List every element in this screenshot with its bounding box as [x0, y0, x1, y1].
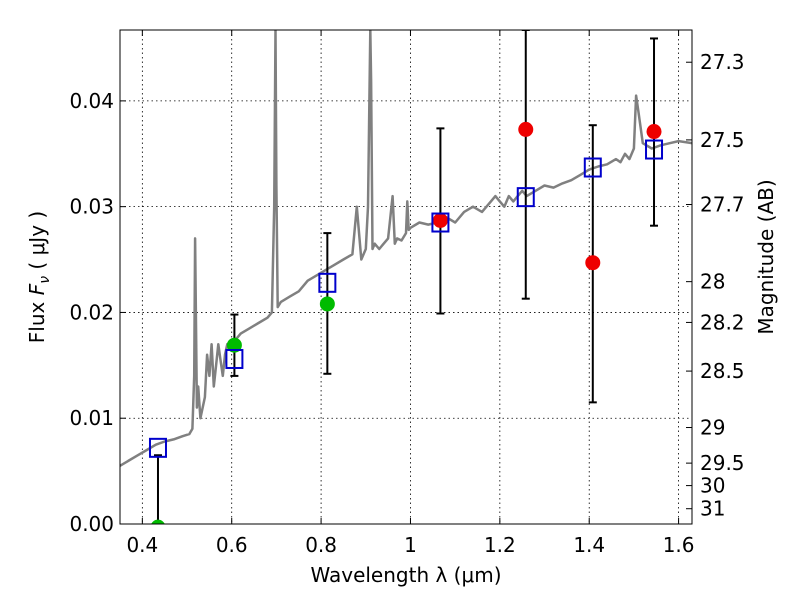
photometry-square-point	[645, 139, 664, 160]
y-tick-label: 0.04	[69, 89, 114, 113]
photometry-square-point	[148, 437, 167, 458]
x-tick-label: 1.2	[484, 533, 516, 557]
sed-model-curve	[120, 30, 692, 467]
y-tick-label: 0.01	[69, 406, 114, 430]
y-right-tick-label: 30	[700, 474, 725, 498]
x-tick-label: 1	[404, 533, 417, 557]
y-right-tick-label: 28	[700, 270, 725, 294]
error-bar-layer	[153, 30, 659, 524]
sed-model-layer	[120, 30, 692, 467]
flux-circle-point	[518, 121, 534, 137]
flux-circle-point	[319, 296, 335, 312]
x-axis-label: Wavelength λ (μm)	[310, 563, 501, 587]
photometry-square-point	[431, 212, 450, 233]
photometry-square-point	[516, 187, 535, 208]
x-tick-label: 0.4	[126, 533, 158, 557]
y-right-tick-label: 31	[700, 497, 725, 521]
y-axis-label-part: ( μJy )	[25, 211, 49, 276]
y-tick-label: 0.03	[69, 195, 114, 219]
y-axis-label-part: Flux	[25, 295, 49, 343]
x-tick-label: 0.8	[305, 533, 337, 557]
photometry-square-point	[225, 348, 244, 369]
flux-circle-point	[432, 212, 448, 228]
photometry-square-point	[318, 272, 337, 293]
flux-circle-point	[151, 519, 165, 524]
y-right-tick-label: 27.5	[700, 128, 745, 152]
grid-layer	[120, 30, 692, 525]
y-axis-label-symbol: F	[25, 283, 49, 295]
flux-circle-point	[585, 255, 601, 271]
y-tick-label: 0.02	[69, 300, 114, 324]
flux-circle-point	[646, 124, 662, 140]
y-right-tick-label: 27.3	[700, 50, 745, 74]
x-tick-label: 0.6	[216, 533, 248, 557]
photometry-square-point	[583, 157, 602, 178]
y-right-tick-label: 29	[700, 416, 725, 440]
plot-frame	[119, 29, 693, 525]
y-right-tick-label: 29.5	[700, 451, 745, 475]
y-right-axis-label: Magnitude (AB)	[754, 179, 778, 334]
y-right-tick-label: 27.7	[700, 193, 745, 217]
y-axis-label-subscript: ν	[37, 276, 53, 284]
x-tick-label: 1.6	[663, 533, 695, 557]
x-tick-label: 1.4	[573, 533, 605, 557]
y-right-tick-label: 28.5	[700, 359, 745, 383]
tick-layer: 0.4 0.6 0.8 1 1.2 1.4 1.6 0.00 0.01 0.02 0.03 0.04 2…	[69, 30, 745, 557]
marker-layer	[148, 121, 664, 524]
y-axis-label: Flux Fν ( μJy )	[25, 211, 53, 343]
flux-circle-point	[226, 337, 242, 353]
y-right-tick-label: 28.2	[700, 310, 745, 334]
y-tick-label: 0.00	[69, 512, 114, 536]
